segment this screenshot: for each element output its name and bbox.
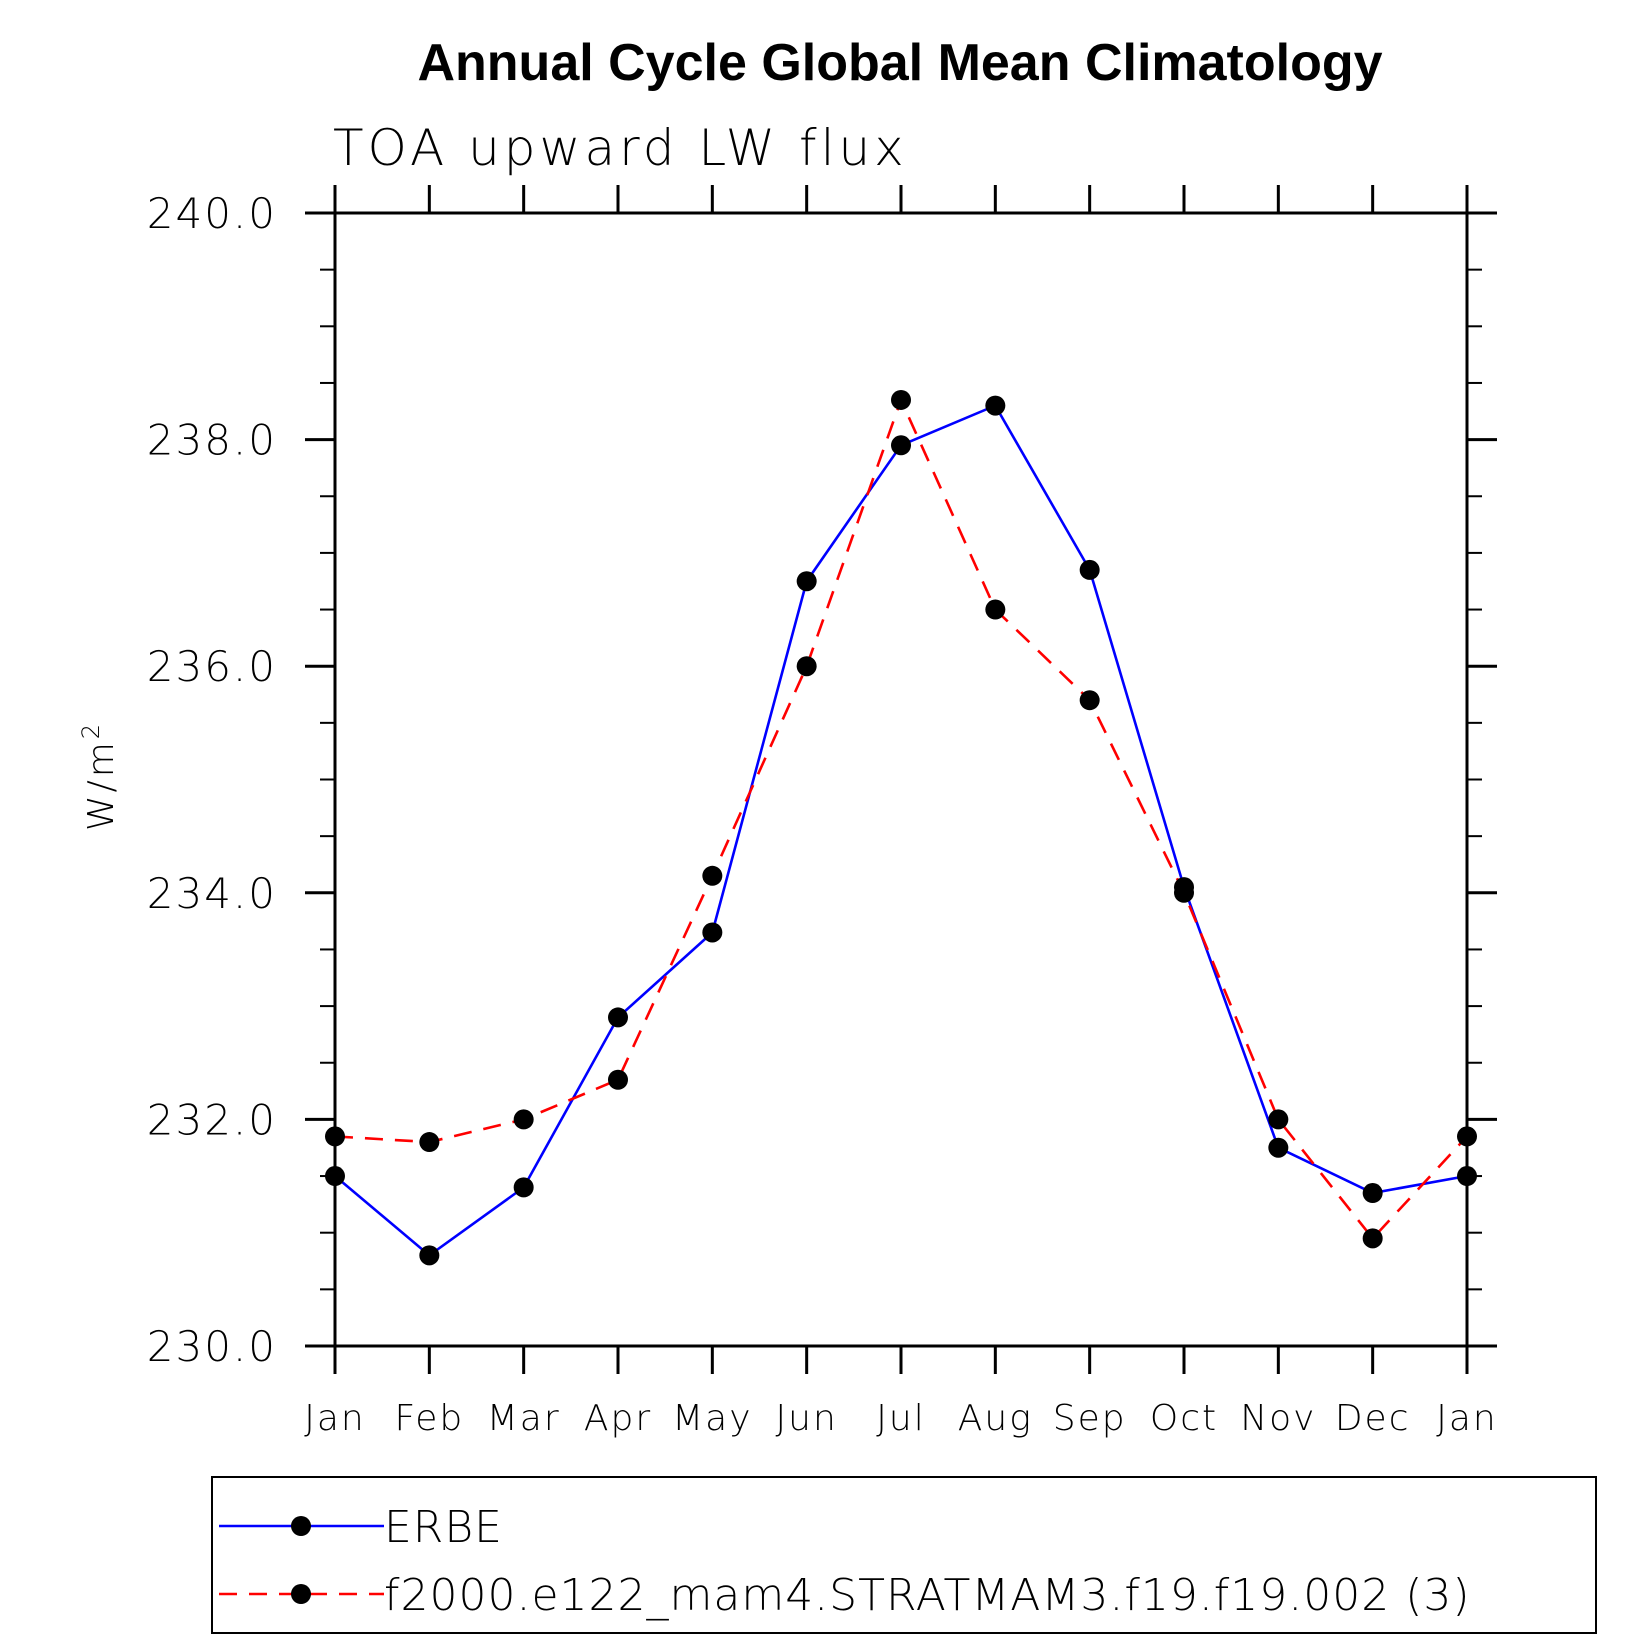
series-1-point [1362,1183,1383,1204]
x-tick-label: Nov [1240,1398,1316,1439]
series-1-point [702,922,723,943]
x-tick-label: Jun [776,1398,838,1439]
y-tick-label: 232.0 [147,1095,277,1144]
series-1-point [513,1177,534,1198]
plot-frame [333,211,1469,1348]
y-tick-label: 240.0 [147,189,277,238]
y-tick-label: 230.0 [147,1322,277,1371]
legend-label-1: ERBE [384,1502,503,1553]
series-2-point [1174,882,1194,903]
series-2-point [513,1109,534,1130]
series-line-1 [334,403,1468,1258]
x-tick-label: May [672,1398,752,1439]
y-tick-label: 234.0 [147,869,277,918]
x-tick-label: Oct [1150,1398,1218,1439]
series-2-point [891,389,911,410]
series-2-point [702,865,723,886]
series-1-point [1457,1166,1477,1187]
x-tick-label: Feb [394,1398,464,1439]
y-tick-label: 238.0 [147,416,277,465]
series-1-point [325,1166,345,1187]
chart-title: Annual Cycle Global Mean Climatology [417,34,1382,92]
series-1-point [419,1245,440,1266]
series-1-point [608,1007,628,1028]
x-tick-label: Mar [487,1398,561,1439]
series-2-point [419,1132,440,1153]
series-2-point [985,599,1006,620]
series-1-point [891,435,911,456]
x-tick-label: Dec [1335,1398,1411,1439]
x-tick-label: Apr [584,1398,652,1439]
series-2-point [796,656,817,677]
series-1-point [1268,1137,1289,1158]
series-2-point [608,1069,628,1090]
x-tick-label: Aug [958,1398,1033,1439]
series-2-point [1362,1228,1383,1249]
series-2-point [1079,690,1100,711]
series-2-point [1457,1126,1477,1147]
legend-marker-2 [291,1584,311,1604]
series-line-2 [334,396,1468,1241]
legend-box [211,1476,1597,1634]
x-tick-label: Jan [1436,1398,1498,1439]
y-tick-label: 236.0 [147,642,277,691]
x-tick-label: Sep [1053,1398,1127,1439]
x-tick-label: Jul [876,1398,925,1439]
legend-marker-1 [291,1516,311,1536]
legend: ERBE f2000.e122_mam4.STRATMAM3.f19.f19.00… [211,1476,1597,1634]
series-1-point [985,395,1006,416]
plot-area [325,389,1477,1266]
x-tick-label: Jan [304,1398,366,1439]
series-1-point [1079,559,1100,580]
series-1-point [796,571,817,592]
series-2-point [325,1126,345,1147]
chart-subtitle: TOA upward LW flux [333,119,908,177]
axes: Jan Feb Mar Apr May Jun Jul Aug Sep Oct Nov Dec Jan 2… [147,185,1498,1439]
series-2-point [1268,1109,1289,1130]
y-axis-label: W/m2 [77,721,122,831]
legend-label-2: f2000.e122_mam4.STRATMAM3.f19.f19.002 (3… [384,1570,1471,1621]
